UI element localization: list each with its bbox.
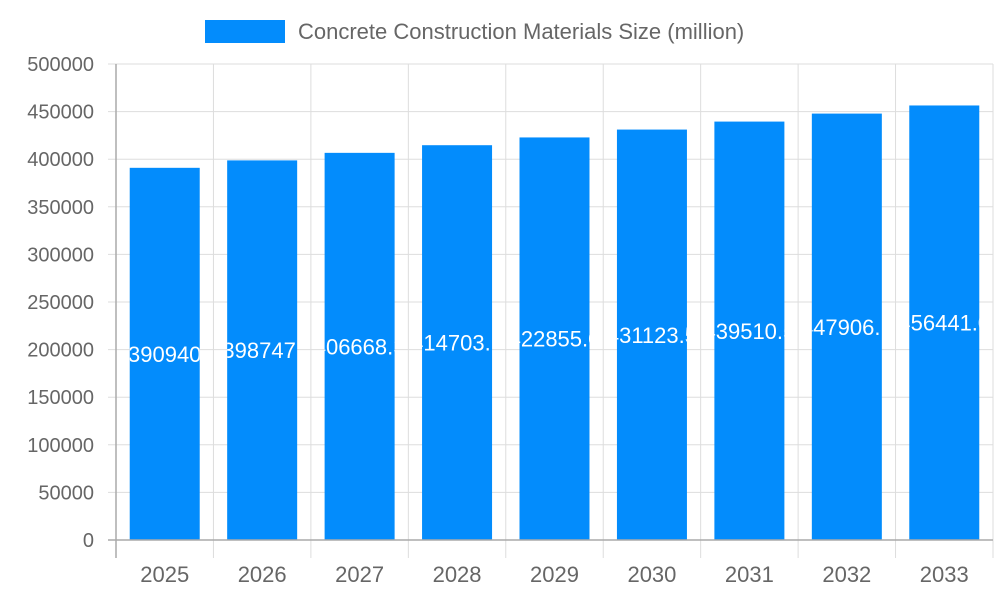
data-label: 398747. <box>222 338 302 363</box>
data-label: 456441.0 <box>898 311 990 336</box>
bar <box>714 121 785 541</box>
x-tick-label: 2025 <box>140 562 189 587</box>
x-tick-label: 2027 <box>335 562 384 587</box>
x-tick-label: 2028 <box>433 562 482 587</box>
y-tick-label: 450000 <box>27 102 94 124</box>
legend: Concrete Construction Materials Size (mi… <box>205 19 744 44</box>
bar <box>422 145 493 540</box>
y-tick-label: 200000 <box>27 340 94 362</box>
bar <box>129 167 200 540</box>
bar <box>616 129 687 540</box>
y-tick-label: 350000 <box>27 197 94 219</box>
y-tick-label: 250000 <box>27 292 94 314</box>
data-label: 406668.3 <box>314 334 406 359</box>
bar <box>519 137 590 540</box>
data-label: 447906.1 <box>801 315 893 340</box>
bar <box>227 160 298 540</box>
x-tick-label: 2029 <box>530 562 579 587</box>
y-tick-label: 300000 <box>27 244 94 266</box>
bar <box>324 152 395 541</box>
legend-label: Concrete Construction Materials Size (mi… <box>298 19 744 44</box>
data-label: 439510.5 <box>704 319 796 344</box>
legend-swatch <box>205 20 285 43</box>
x-tick-label: 2030 <box>627 562 676 587</box>
x-tick-label: 2033 <box>920 562 969 587</box>
y-tick-label: 100000 <box>27 435 94 457</box>
data-label: 422855.0 <box>509 327 601 352</box>
bar <box>811 113 882 540</box>
y-tick-label: 150000 <box>27 387 94 409</box>
data-label: 390940 <box>128 342 201 367</box>
y-tick-label: 50000 <box>38 482 94 504</box>
y-tick-label: 500000 <box>27 54 94 76</box>
bar <box>909 105 980 540</box>
x-tick-label: 2026 <box>238 562 287 587</box>
y-tick-label: 400000 <box>27 149 94 171</box>
x-tick-label: 2031 <box>725 562 774 587</box>
x-tick-label: 2032 <box>822 562 871 587</box>
data-label: 414703.1 <box>411 331 503 356</box>
y-tick-label: 0 <box>83 530 94 552</box>
data-label: 431123.5 <box>607 323 697 348</box>
